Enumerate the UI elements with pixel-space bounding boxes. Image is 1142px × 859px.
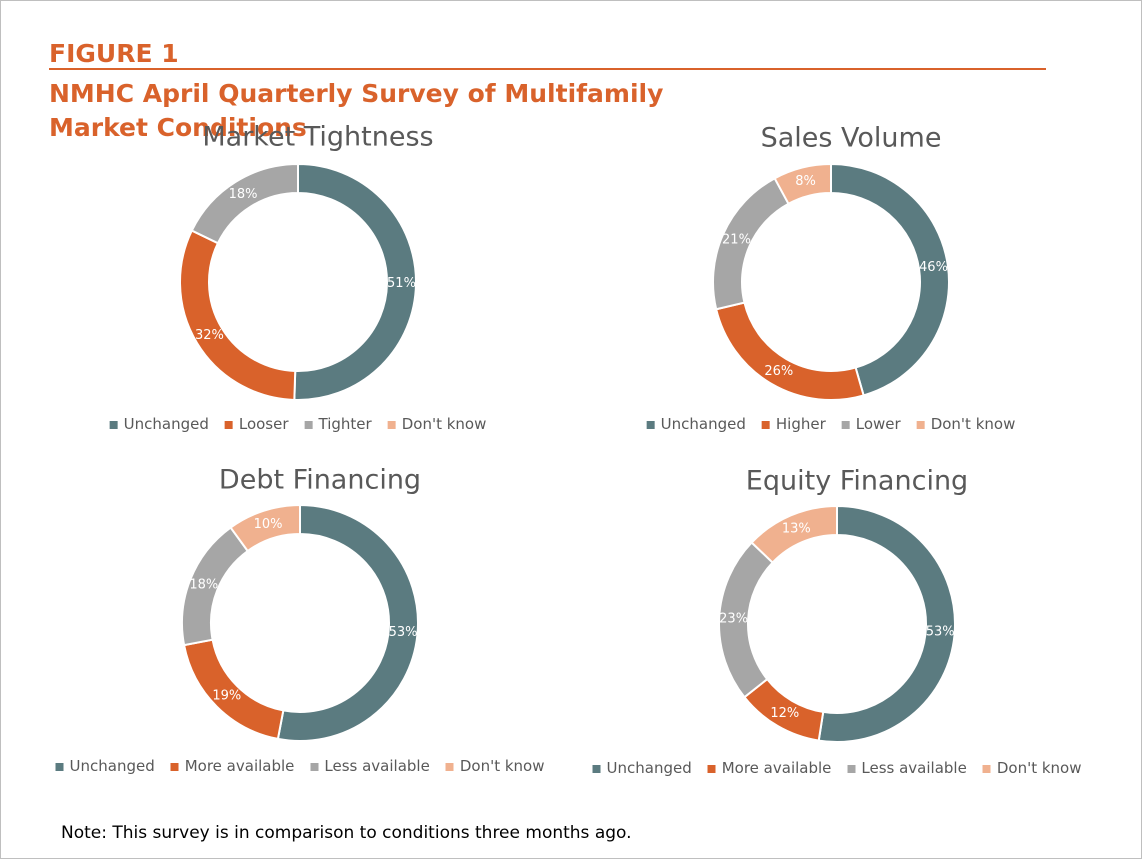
legend: Unchanged Higher Lower Don't know — [646, 415, 1016, 433]
donut-segment — [190, 162, 299, 245]
legend-item: Less available — [310, 757, 430, 775]
donut-segment — [830, 162, 950, 397]
donut-segment — [293, 162, 417, 401]
data-label: 13% — [782, 521, 811, 536]
legend-swatch — [445, 763, 454, 771]
donut-segment — [276, 503, 419, 742]
legend-item: Higher — [761, 415, 826, 433]
legend-label: Tighter — [318, 415, 372, 433]
data-label: 23% — [719, 612, 748, 627]
legend-item: More available — [707, 759, 832, 777]
legend-swatch — [304, 421, 313, 429]
legend-swatch — [592, 765, 601, 773]
legend-label: More available — [184, 757, 295, 775]
legend-item: Unchanged — [592, 759, 692, 777]
legend-swatch — [55, 763, 64, 771]
legend-label: Looser — [238, 415, 289, 433]
data-label: 46% — [919, 260, 948, 275]
legend-label: Don't know — [930, 415, 1016, 433]
data-label: 19% — [212, 689, 241, 704]
legend-item: Unchanged — [109, 415, 209, 433]
data-label: 26% — [764, 364, 793, 379]
legend-label: Less available — [861, 759, 967, 777]
legend-item: Unchanged — [646, 415, 746, 433]
chart-title: Market Tightness — [202, 122, 433, 153]
legend-swatch — [841, 421, 850, 429]
legend-label: Unchanged — [606, 759, 692, 777]
chart-title: Equity Financing — [746, 466, 968, 497]
data-label: 51% — [387, 276, 416, 291]
data-label: 32% — [195, 328, 224, 343]
legend-swatch — [224, 421, 233, 429]
legend-item: Tighter — [304, 415, 372, 433]
data-label: 8% — [795, 174, 816, 189]
header-rule — [49, 68, 1046, 70]
donut-segment — [817, 504, 956, 743]
data-label: 53% — [389, 625, 418, 640]
legend-item: Less available — [847, 759, 967, 777]
legend-label: Don't know — [459, 757, 545, 775]
legend-label: Don't know — [996, 759, 1082, 777]
legend-label: Unchanged — [660, 415, 746, 433]
legend: Unchanged More available Less available Don… — [55, 757, 545, 775]
legend-item: Don't know — [982, 759, 1082, 777]
donut-segment — [773, 162, 832, 206]
legend-label: More available — [721, 759, 832, 777]
legend-label: Don't know — [401, 415, 487, 433]
data-label: 18% — [229, 187, 258, 202]
legend: Unchanged More available Less available Don… — [592, 759, 1082, 777]
legend-label: Lower — [855, 415, 901, 433]
legend-swatch — [646, 421, 655, 429]
donut-segment — [714, 301, 865, 401]
data-label: 10% — [254, 517, 283, 532]
legend-swatch — [761, 421, 770, 429]
legend: Unchanged Looser Tighter Don't know — [109, 415, 487, 433]
data-label: 53% — [926, 625, 955, 640]
legend-item: Don't know — [916, 415, 1016, 433]
legend-swatch — [916, 421, 925, 429]
legend-label: Higher — [775, 415, 826, 433]
data-label: 21% — [722, 232, 751, 247]
legend-label: Unchanged — [69, 757, 155, 775]
data-label: 12% — [770, 706, 799, 721]
legend-item: Looser — [224, 415, 289, 433]
legend-item: Lower — [841, 415, 901, 433]
legend-item: More available — [170, 757, 295, 775]
note: Note: This survey is in comparison to co… — [61, 823, 632, 843]
data-label: 18% — [189, 577, 218, 592]
legend-item: Unchanged — [55, 757, 155, 775]
legend-item: Don't know — [445, 757, 545, 775]
legend-label: Less available — [324, 757, 430, 775]
figure-label: FIGURE 1 — [49, 39, 179, 68]
chart-title: Debt Financing — [219, 465, 421, 496]
legend-swatch — [109, 421, 118, 429]
figure-title: NMHC April Quarterly Survey of Multifami… — [49, 79, 664, 142]
legend-item: Don't know — [387, 415, 487, 433]
legend-swatch — [387, 421, 396, 429]
legend-label: Unchanged — [123, 415, 209, 433]
chart-title: Sales Volume — [761, 123, 942, 154]
legend-swatch — [170, 763, 179, 771]
legend-swatch — [310, 763, 319, 771]
legend-swatch — [707, 765, 716, 773]
legend-swatch — [982, 765, 991, 773]
donut-segment — [179, 229, 297, 401]
donut-segment — [750, 504, 838, 564]
donut-segment — [229, 503, 301, 553]
legend-swatch — [847, 765, 856, 773]
